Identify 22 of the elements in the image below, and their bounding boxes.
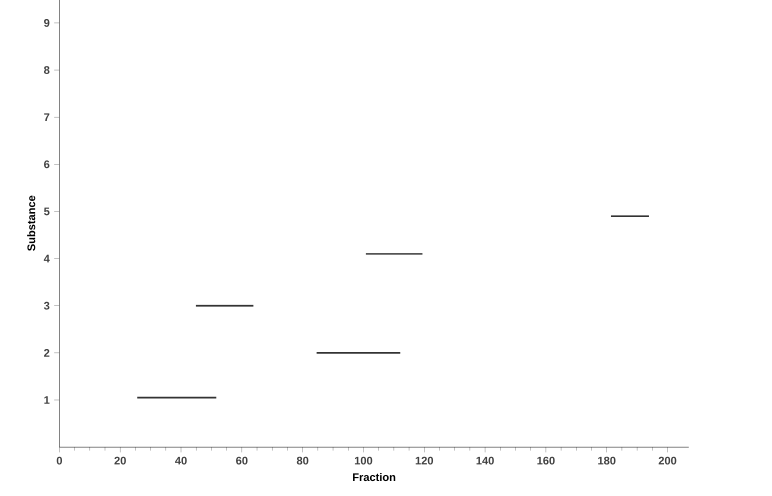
y-tick-label: 2	[44, 348, 50, 357]
x-tick-label: 20	[114, 456, 126, 465]
x-tick-label: 60	[236, 456, 248, 465]
y-tick-label: 8	[44, 66, 50, 74]
x-axis-title: Fraction	[353, 472, 396, 482]
x-tick-label: 100	[354, 456, 372, 465]
y-tick-label: 3	[44, 302, 50, 310]
x-tick-label: 160	[537, 456, 555, 465]
y-tick-label: 4	[44, 254, 50, 262]
x-tick-label: 80	[296, 456, 308, 465]
x-tick-label: 180	[598, 456, 616, 465]
x-tick-label: 200	[658, 456, 676, 465]
y-tick-label: 9	[44, 18, 50, 27]
x-tick-label: 140	[476, 456, 494, 465]
x-tick-label: 120	[416, 456, 434, 465]
x-tick-label: 40	[175, 456, 187, 465]
y-tick-label: 6	[44, 160, 50, 168]
y-tick-label: 7	[44, 113, 50, 121]
y-tick-label: 5	[44, 208, 50, 216]
y-tick-label: 1	[44, 396, 50, 404]
y-axis-title: Substance	[27, 196, 36, 251]
x-tick-label: 0	[56, 456, 62, 465]
